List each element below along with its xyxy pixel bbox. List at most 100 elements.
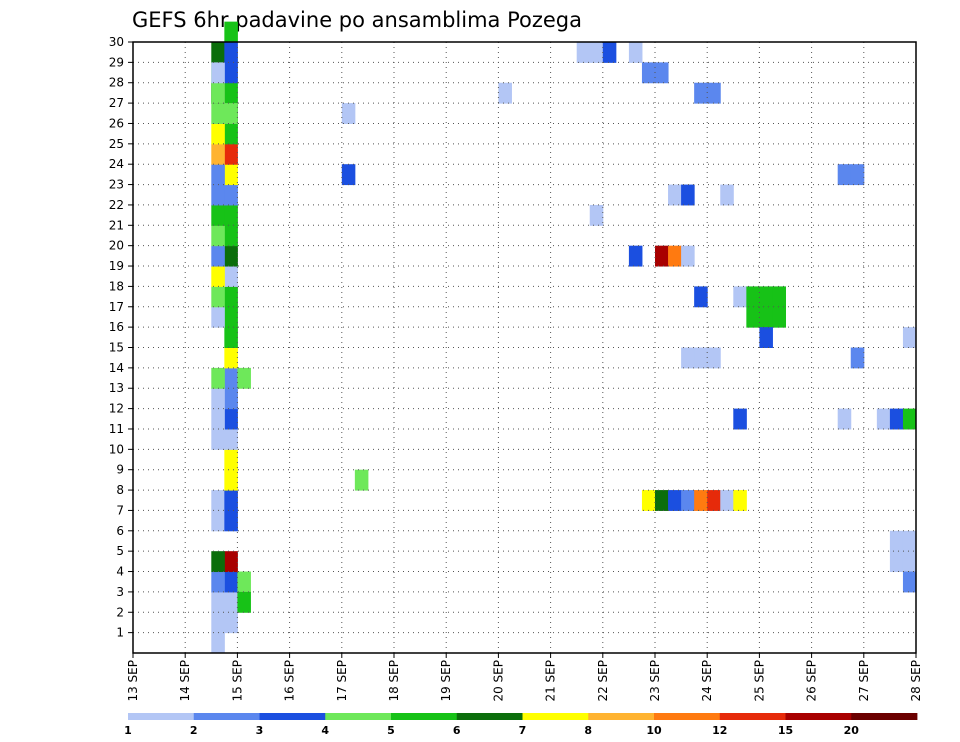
heatmap-cell (341, 164, 356, 186)
heatmap-cell (224, 42, 238, 63)
colorbar-swatch (851, 713, 918, 720)
heatmap-cell (211, 632, 225, 654)
colorbar-label: 12 (712, 724, 727, 737)
heatmap-cell (224, 306, 238, 328)
heatmap-cell (237, 367, 251, 389)
heatmap-cell (354, 469, 369, 491)
heatmap-cell (655, 245, 669, 267)
heatmap-cell (772, 286, 786, 308)
y-tick-label: 3 (116, 585, 124, 599)
heatmap-cell (681, 184, 695, 206)
heatmap-cell (589, 204, 604, 226)
heatmap-cell (211, 204, 225, 226)
heatmap-cell (772, 306, 786, 328)
heatmap-cell (733, 286, 747, 308)
cells-layer (211, 21, 917, 654)
y-tick-label: 8 (116, 483, 124, 497)
heatmap-cell (707, 347, 721, 369)
heatmap-cell (224, 449, 238, 471)
colorbar-swatch (588, 713, 655, 720)
y-tick-label: 1 (116, 626, 124, 640)
x-tick-label: 14 SEP (178, 660, 192, 702)
heatmap-cell (224, 327, 238, 348)
colorbar-label: 10 (646, 724, 662, 737)
colorbar-swatch (456, 713, 523, 720)
heatmap-cell (224, 82, 238, 104)
heatmap-cell (876, 408, 891, 430)
heatmap-cell (759, 327, 773, 348)
heatmap-cell (224, 184, 238, 206)
heatmap-cell (902, 327, 917, 348)
colorbar-label: 6 (453, 724, 461, 737)
heatmap-cell (224, 551, 238, 573)
heatmap-cell (694, 490, 708, 511)
colorbar-swatch (128, 713, 195, 720)
heatmap-cell (746, 286, 760, 308)
y-tick-label: 7 (116, 503, 124, 517)
y-tick-label: 15 (109, 341, 124, 355)
y-tick-label: 16 (109, 320, 124, 334)
heatmap-cell (224, 510, 238, 532)
colorbar-label: 7 (519, 724, 527, 737)
colorbar-label: 15 (778, 724, 793, 737)
colorbar-swatch (719, 713, 786, 720)
y-tick-label: 14 (109, 361, 124, 375)
heatmap-cell (902, 408, 917, 430)
colorbar-swatch (325, 713, 392, 720)
colorbar-swatch (391, 713, 458, 720)
y-tick-label: 20 (109, 239, 124, 253)
heatmap-cell (589, 42, 604, 63)
heatmap-cell (211, 82, 225, 104)
heatmap-cell (224, 347, 238, 369)
colorbar-label: 1 (124, 724, 132, 737)
x-tick-label: 15 SEP (230, 660, 244, 702)
heatmap-cell (341, 103, 356, 124)
y-tick-label: 5 (116, 544, 124, 558)
x-tick-label: 17 SEP (335, 660, 349, 702)
heatmap-cell (224, 469, 238, 491)
x-tick-label: 23 SEP (648, 660, 662, 702)
heatmap-cell (224, 62, 238, 84)
heatmap-cell (224, 245, 238, 267)
heatmap-cell (211, 164, 225, 186)
colorbar: 1 2 3 4 5 6 7 8 10 12 15 20 (124, 713, 918, 737)
heatmap-cell (211, 490, 225, 511)
y-tick-label: 24 (109, 157, 124, 171)
heatmap-cell (681, 490, 695, 511)
heatmap-cell (641, 490, 656, 511)
colorbar-label: 2 (190, 724, 198, 737)
y-tick-label: 2 (116, 605, 124, 619)
heatmap-cell (211, 591, 225, 613)
heatmap-cell (211, 184, 225, 206)
heatmap-cell (224, 21, 238, 43)
heatmap-cell (889, 408, 904, 430)
y-tick-label: 27 (109, 96, 124, 110)
x-tick-label: 20 SEP (491, 660, 505, 702)
y-tick-label: 10 (109, 442, 124, 456)
heatmap-cell (837, 164, 852, 186)
y-tick-label: 18 (109, 279, 124, 293)
heatmap-cell (211, 306, 225, 328)
heatmap-cell (224, 286, 238, 308)
colorbar-swatch (785, 713, 852, 720)
heatmap-cell (602, 42, 617, 63)
heatmap-cell (668, 184, 682, 206)
y-tick-label: 9 (116, 463, 124, 477)
y-tick-label: 6 (116, 524, 124, 538)
heatmap-cell (902, 551, 917, 573)
heatmap-cell (211, 225, 225, 247)
y-tick-label: 21 (109, 218, 124, 232)
heatmap-cell (694, 82, 708, 104)
heatmap-cell (668, 245, 682, 267)
heatmap-cell (694, 286, 708, 308)
heatmap-cell (211, 428, 225, 450)
heatmap-cell (707, 82, 721, 104)
colorbar-label: 3 (256, 724, 264, 737)
heatmap-cell (733, 408, 747, 430)
heatmap-cell (224, 612, 238, 634)
heatmap-cell (211, 571, 225, 593)
heatmap-cell (889, 530, 904, 552)
heatmap-cell (746, 306, 760, 328)
y-tick-label: 4 (116, 565, 124, 579)
x-axis: 13 SEP 14 SEP 15 SEP 16 SEP 17 SEP 18 SEP 19 S… (126, 653, 923, 702)
